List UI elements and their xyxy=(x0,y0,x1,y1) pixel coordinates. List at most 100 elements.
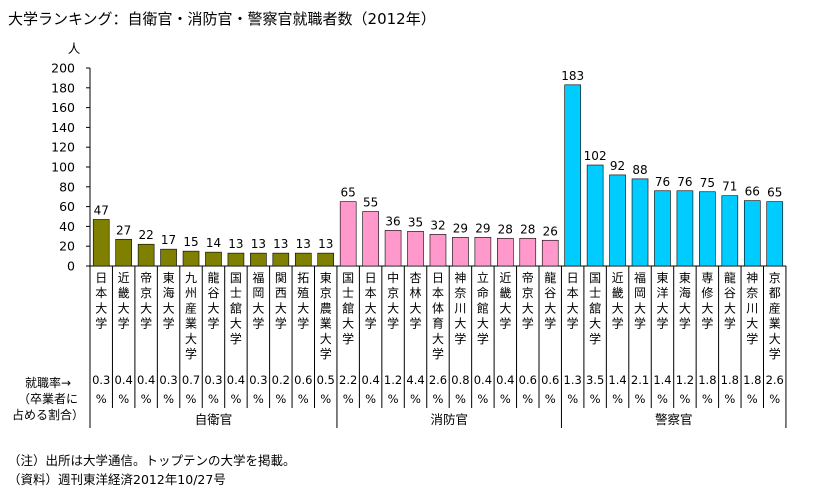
bar-value-label: 88 xyxy=(632,163,647,177)
y-axis-unit: 人 xyxy=(68,41,81,56)
percent-sign: % xyxy=(118,392,129,406)
bar-value-label: 15 xyxy=(183,235,198,249)
employment-rate-value: 3.5 xyxy=(586,373,604,387)
category-label: 立命館大学 xyxy=(477,270,489,346)
bar-value-label: 13 xyxy=(251,237,266,251)
bar xyxy=(250,252,267,267)
category-label: 龍谷大学 xyxy=(544,270,556,331)
percent-sign: % xyxy=(679,392,690,406)
bar xyxy=(497,237,514,267)
category-label: 近畿大学 xyxy=(499,271,511,331)
category-label: 国士舘大学 xyxy=(342,271,354,346)
employment-rate-value: 1.2 xyxy=(676,373,694,387)
percent-sign: % xyxy=(477,392,488,406)
percent-sign: % xyxy=(275,392,286,406)
bar-value-label: 32 xyxy=(430,218,445,232)
employment-rate-value: 0.6 xyxy=(519,373,537,387)
y-tick-label: 180 xyxy=(51,80,75,95)
bar-value-label: 28 xyxy=(498,222,513,236)
bar xyxy=(362,211,379,267)
bar-value-label: 55 xyxy=(363,196,378,210)
employment-rate-value: 0.4 xyxy=(496,373,514,387)
category-label: 東京農業大学 xyxy=(320,271,332,361)
bar xyxy=(205,251,222,267)
bar xyxy=(339,201,357,267)
bar xyxy=(676,190,694,267)
employment-rate-value: 0.3 xyxy=(92,373,110,387)
bar xyxy=(429,234,447,267)
percent-sign: % xyxy=(320,392,331,406)
bar xyxy=(407,231,424,267)
rate-row-label: 占める割合） xyxy=(12,407,84,422)
y-tick-label: 120 xyxy=(51,140,75,155)
category-label: 専修大学 xyxy=(701,271,713,331)
bar-value-label: 92 xyxy=(610,159,625,173)
bar-value-label: 65 xyxy=(341,186,356,200)
category-label: 近畿大学 xyxy=(612,271,624,331)
employment-rate-value: 0.3 xyxy=(204,373,222,387)
bar-value-label: 28 xyxy=(520,222,535,236)
bar-value-label: 36 xyxy=(385,214,400,228)
employment-rate-value: 0.3 xyxy=(249,373,267,387)
employment-rate-value: 1.8 xyxy=(743,373,761,387)
bar xyxy=(227,252,245,267)
group-label: 警察官 xyxy=(655,412,693,427)
percent-sign: % xyxy=(635,392,646,406)
group-label: 消防官 xyxy=(430,412,468,427)
category-label: 日本体育大学 xyxy=(432,271,444,361)
bar-value-label: 47 xyxy=(94,203,109,217)
category-label: 日本大学 xyxy=(365,271,377,331)
bar-value-label: 71 xyxy=(722,180,737,194)
category-label: 関西大学 xyxy=(275,271,287,331)
percent-sign: % xyxy=(163,392,174,406)
group-label: 自衛官 xyxy=(195,412,233,427)
bar xyxy=(564,84,581,267)
bar xyxy=(384,230,402,267)
category-label: 龍谷大学 xyxy=(724,270,736,331)
employment-rate-value: 1.8 xyxy=(698,373,716,387)
percent-sign: % xyxy=(567,392,578,406)
y-tick-label: 40 xyxy=(59,219,75,234)
y-tick-label: 20 xyxy=(59,239,75,254)
bar-value-label: 76 xyxy=(677,175,692,189)
category-label: 帝京大学 xyxy=(522,270,534,331)
percent-sign: % xyxy=(230,392,241,406)
source-note: （注）出所は大学通信。トップテンの大学を掲載。 xyxy=(8,453,296,468)
category-label: 拓殖大学 xyxy=(297,271,309,331)
bar xyxy=(92,219,110,267)
category-label: 東洋大学 xyxy=(656,271,668,331)
category-label: 杏林大学 xyxy=(410,271,422,331)
rate-row-label: 就職率→ xyxy=(25,375,71,390)
bar-value-label: 76 xyxy=(655,175,670,189)
y-tick-label: 60 xyxy=(59,199,75,214)
category-label: 神奈川大学 xyxy=(454,271,466,346)
employment-rate-value: 0.2 xyxy=(272,373,290,387)
y-tick-label: 200 xyxy=(51,61,75,76)
percent-sign: % xyxy=(455,392,466,406)
y-tick-label: 80 xyxy=(59,179,75,194)
category-label: 近畿大学 xyxy=(118,271,130,331)
category-label: 国士舘大学 xyxy=(230,271,242,346)
bar-value-label: 66 xyxy=(745,185,760,199)
employment-rate-value: 2.6 xyxy=(429,373,447,387)
bar-value-label: 13 xyxy=(318,237,333,251)
category-label: 福岡大学 xyxy=(634,270,646,331)
category-label: 中京大学 xyxy=(387,270,399,331)
rate-row-label: （卒業者に xyxy=(18,392,78,406)
bar-value-label: 29 xyxy=(453,221,468,235)
bar xyxy=(541,239,559,267)
bar xyxy=(272,252,290,267)
bar-value-label: 22 xyxy=(138,228,153,242)
bar xyxy=(182,250,200,267)
percent-sign: % xyxy=(186,392,197,406)
bar xyxy=(115,238,132,267)
employment-rate-value: 0.7 xyxy=(182,373,200,387)
percent-sign: % xyxy=(612,392,623,406)
employment-rate-value: 0.4 xyxy=(474,373,492,387)
employment-rate-value: 2.1 xyxy=(631,373,649,387)
y-tick-label: 100 xyxy=(51,160,75,175)
employment-rate-value: 0.3 xyxy=(159,373,177,387)
employment-rate-value: 0.4 xyxy=(115,373,133,387)
employment-rate-value: 4.4 xyxy=(406,373,424,387)
